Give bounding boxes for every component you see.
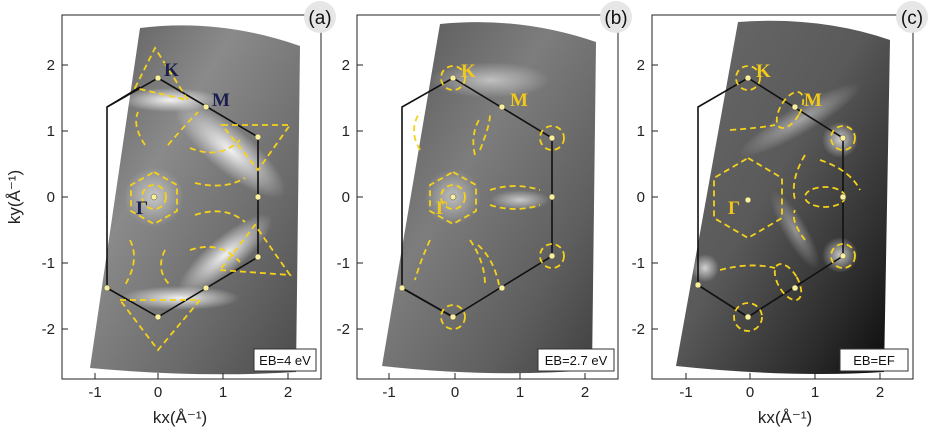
svg-text:1: 1 bbox=[47, 123, 55, 140]
svg-text:-2: -2 bbox=[42, 321, 55, 338]
symbol-gamma: Γ bbox=[436, 198, 448, 219]
bz-extension bbox=[697, 284, 749, 318]
svg-text:-1: -1 bbox=[382, 384, 395, 401]
hs-points bbox=[398, 74, 556, 321]
svg-text:0: 0 bbox=[451, 384, 459, 401]
x-tick-labels: -1 0 1 2 bbox=[382, 373, 589, 401]
symbol-k: K bbox=[461, 61, 476, 82]
arpes-intensity-map bbox=[90, 25, 300, 375]
svg-text:-1: -1 bbox=[42, 255, 55, 272]
symbol-gamma: Γ bbox=[728, 198, 740, 219]
bright-band bbox=[691, 254, 719, 282]
y-tick-labels: 2 1 0 -1 -2 bbox=[337, 57, 363, 338]
svg-text:-1: -1 bbox=[88, 384, 101, 401]
svg-text:-1: -1 bbox=[632, 255, 645, 272]
bright-band bbox=[120, 88, 220, 112]
svg-text:(a): (a) bbox=[308, 8, 331, 29]
svg-text:EB=4 eV: EB=4 eV bbox=[259, 353, 311, 368]
symbol-gamma: Γ bbox=[136, 198, 148, 219]
panel-label-badge: (a) bbox=[304, 1, 336, 33]
energy-box: EB=4 eV bbox=[253, 348, 317, 372]
x-tick-labels: -1 0 1 2 bbox=[88, 373, 292, 401]
contour-lines bbox=[713, 65, 861, 332]
svg-text:(c): (c) bbox=[901, 8, 923, 29]
panel-c: K M Γ (c) EB=EF -1 0 1 2 2 1 0 -1 -2 bbox=[632, 1, 928, 427]
svg-text:-2: -2 bbox=[337, 321, 350, 338]
panel-b: K M Γ (b) EB=2.7 eV -1 0 1 2 2 1 0 -1 -2 bbox=[337, 1, 632, 401]
svg-text:2: 2 bbox=[342, 57, 350, 74]
svg-text:1: 1 bbox=[811, 384, 819, 401]
svg-text:1: 1 bbox=[637, 123, 645, 140]
y-tick-labels: 2 1 0 -1 -2 bbox=[42, 57, 68, 338]
bright-band bbox=[490, 190, 550, 210]
contour-lines bbox=[413, 65, 565, 330]
bright-band bbox=[738, 82, 862, 158]
panel-a: K M Γ (a) EB=4 eV -1 0 1 2 2 1 0 -1 -2 bbox=[5, 1, 336, 427]
energy-box: EB=EF bbox=[839, 348, 909, 372]
svg-text:2: 2 bbox=[284, 384, 292, 401]
svg-text:0: 0 bbox=[47, 189, 55, 206]
hs-points bbox=[103, 74, 262, 321]
svg-text:EB=2.7 eV: EB=2.7 eV bbox=[545, 353, 608, 368]
svg-text:0: 0 bbox=[637, 189, 645, 206]
svg-text:1: 1 bbox=[516, 384, 524, 401]
x-axis-label: kx(Å⁻¹) bbox=[153, 408, 207, 427]
svg-text:-2: -2 bbox=[632, 321, 645, 338]
panel-label-badge: (c) bbox=[896, 1, 928, 33]
svg-text:EB=EF: EB=EF bbox=[853, 353, 895, 368]
svg-text:2: 2 bbox=[637, 57, 645, 74]
x-axis-label: kx(Å⁻¹) bbox=[758, 408, 812, 427]
svg-text:-1: -1 bbox=[679, 384, 692, 401]
svg-text:0: 0 bbox=[342, 189, 350, 206]
symbol-m: M bbox=[804, 90, 822, 111]
symbol-m: M bbox=[212, 90, 230, 111]
y-tick-labels: 2 1 0 -1 -2 bbox=[632, 57, 658, 338]
symbol-k: K bbox=[164, 60, 179, 81]
hs-points bbox=[694, 74, 847, 321]
symbol-m: M bbox=[510, 90, 528, 111]
svg-text:2: 2 bbox=[47, 57, 55, 74]
bright-band bbox=[430, 62, 550, 98]
svg-text:(b): (b) bbox=[604, 8, 627, 29]
contour-lines bbox=[118, 46, 292, 352]
svg-text:2: 2 bbox=[876, 384, 884, 401]
svg-text:0: 0 bbox=[154, 384, 162, 401]
svg-text:1: 1 bbox=[219, 384, 227, 401]
bz-extension bbox=[106, 86, 141, 108]
panel-label-badge: (b) bbox=[600, 1, 632, 33]
svg-text:2: 2 bbox=[581, 384, 589, 401]
symbol-k: K bbox=[756, 61, 771, 82]
arpes-intensity-map bbox=[382, 22, 596, 374]
x-tick-labels: -1 0 1 2 bbox=[679, 373, 884, 401]
bright-band bbox=[120, 286, 240, 310]
svg-text:0: 0 bbox=[746, 384, 754, 401]
svg-text:1: 1 bbox=[342, 123, 350, 140]
energy-box: EB=2.7 eV bbox=[537, 348, 615, 372]
svg-text:-1: -1 bbox=[337, 255, 350, 272]
y-axis-label: ky(Å⁻¹) bbox=[5, 170, 24, 224]
bz-extension bbox=[401, 287, 454, 318]
